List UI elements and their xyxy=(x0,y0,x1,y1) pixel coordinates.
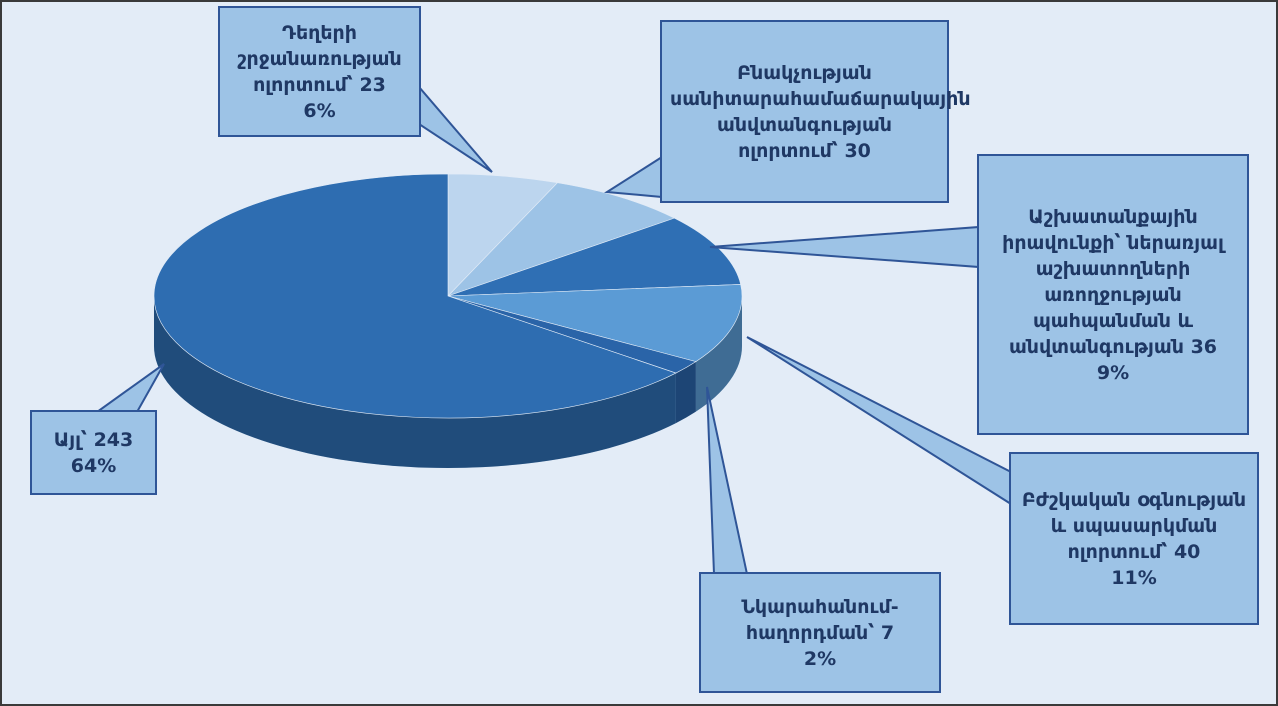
data-label: Նկարահանում-հաղորդման՝ 7 2% xyxy=(699,572,941,693)
percent-label: 11% xyxy=(1111,566,1157,589)
data-label: Բժշկական օգնության և սպասարկման ոլորտում… xyxy=(1009,452,1259,625)
data-label: Այլ՝ 243 64% xyxy=(30,410,157,495)
value-label: 40 xyxy=(1173,540,1201,563)
slice xyxy=(447,284,743,362)
label-line: 6% xyxy=(228,98,411,124)
percent-label: 6% xyxy=(303,99,336,122)
data-label: Աշխատանքային իրավունքի՝ ներառյալ աշխատող… xyxy=(977,154,1249,435)
category-label: Նկարահանում-հաղորդման՝ xyxy=(741,595,899,644)
percent-label: 2% xyxy=(803,647,837,670)
slice xyxy=(153,173,677,419)
callout-pointer xyxy=(709,225,980,269)
percent-label: 9% xyxy=(1096,361,1130,384)
label-line: Բնակչության սանիտարահամաճարակային անվտան… xyxy=(670,60,971,164)
callout-pointer xyxy=(746,336,1012,506)
percent-label: 64% xyxy=(70,454,117,477)
label-line: 11% xyxy=(1019,565,1249,591)
category-label: Բժշկական օգնության և սպասարկման ոլորտում… xyxy=(1021,488,1247,563)
value-label: 23 xyxy=(359,73,386,96)
category-label: Դեղերի շրջանառության ոլորտում՝ xyxy=(237,21,402,96)
slice xyxy=(447,182,676,297)
callout-pointer xyxy=(418,84,493,173)
side-shade xyxy=(675,361,696,424)
pie-tops xyxy=(153,173,743,419)
label-line: Դեղերի շրջանառության ոլորտում՝ 23 xyxy=(228,20,411,98)
label-line: 64% xyxy=(40,453,147,479)
category-label: Այլ՝ xyxy=(53,428,87,451)
slice-side xyxy=(695,296,742,412)
callout-pointer xyxy=(93,363,165,413)
label-line: 2% xyxy=(709,646,931,672)
value-label: 7 xyxy=(880,621,895,644)
data-label: Դեղերի շրջանառության ոլորտում՝ 23 6% xyxy=(218,6,421,137)
callout-pointer xyxy=(706,386,749,575)
label-line: Բժշկական օգնության և սպասարկման ոլորտում… xyxy=(1019,487,1249,565)
label-line: 9% xyxy=(987,360,1239,386)
category-label: Բնակչության սանիտարահամաճարակային անվտան… xyxy=(670,61,971,162)
label-line: Նկարահանում-հաղորդման՝ 7 xyxy=(709,594,931,646)
label-line: Աշխատանքային իրավունքի՝ ներառյալ աշխատող… xyxy=(987,204,1239,360)
label-line: Այլ՝ 243 xyxy=(40,427,147,453)
pie-sides xyxy=(154,296,742,468)
callout-pointer xyxy=(603,155,663,199)
side-shade xyxy=(695,296,742,412)
slice-side xyxy=(675,361,696,424)
value-label: 30 xyxy=(844,139,871,162)
side-shade xyxy=(154,296,676,468)
slice xyxy=(447,217,742,297)
value-label: 243 xyxy=(93,428,134,451)
category-label: Աշխատանքային իրավունքի՝ ներառյալ աշխատող… xyxy=(1002,205,1224,358)
data-label: Բնակչության սանիտարահամաճարակային անվտան… xyxy=(660,20,971,203)
value-label: 36 xyxy=(1190,335,1218,358)
slice-side xyxy=(154,296,676,468)
